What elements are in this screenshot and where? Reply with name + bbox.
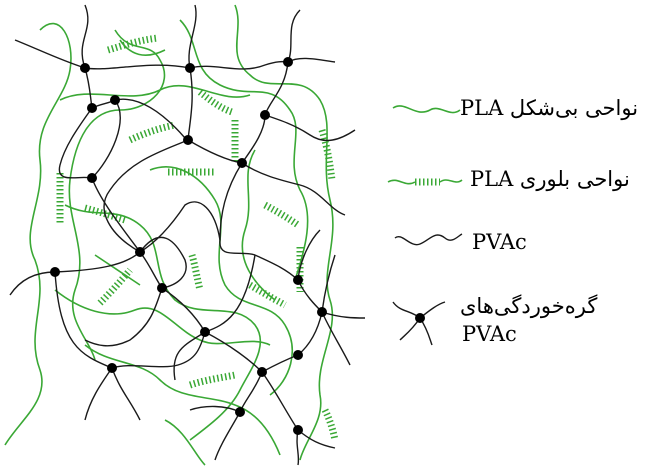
legend-label-entanglement-line2: PVAc: [462, 322, 517, 346]
legend-label-amorphous: نواحی بی‌شکل PLA: [460, 96, 639, 120]
pla-crystalline-regions: [56, 34, 339, 441]
legend-crystalline-symbol: [387, 178, 463, 186]
pla-amorphous-chains: [4, 4, 334, 466]
legend-amorphous-symbol: [392, 105, 461, 114]
legend-label-pvac: PVAc: [472, 230, 527, 254]
legend-label-entanglement-line1: گره‌خوردگی‌های: [460, 294, 598, 318]
pvac-chains: [9, 4, 366, 466]
legend-label-crystalline: نواحی بلوری PLA: [470, 167, 630, 191]
legend-label-entanglement: گره‌خوردگی‌های PVAc: [460, 292, 597, 348]
legend-entanglement-symbol: [392, 301, 446, 346]
legend-pvac-symbol: [394, 233, 463, 246]
pvac-entanglement-nodes: [50, 57, 327, 435]
